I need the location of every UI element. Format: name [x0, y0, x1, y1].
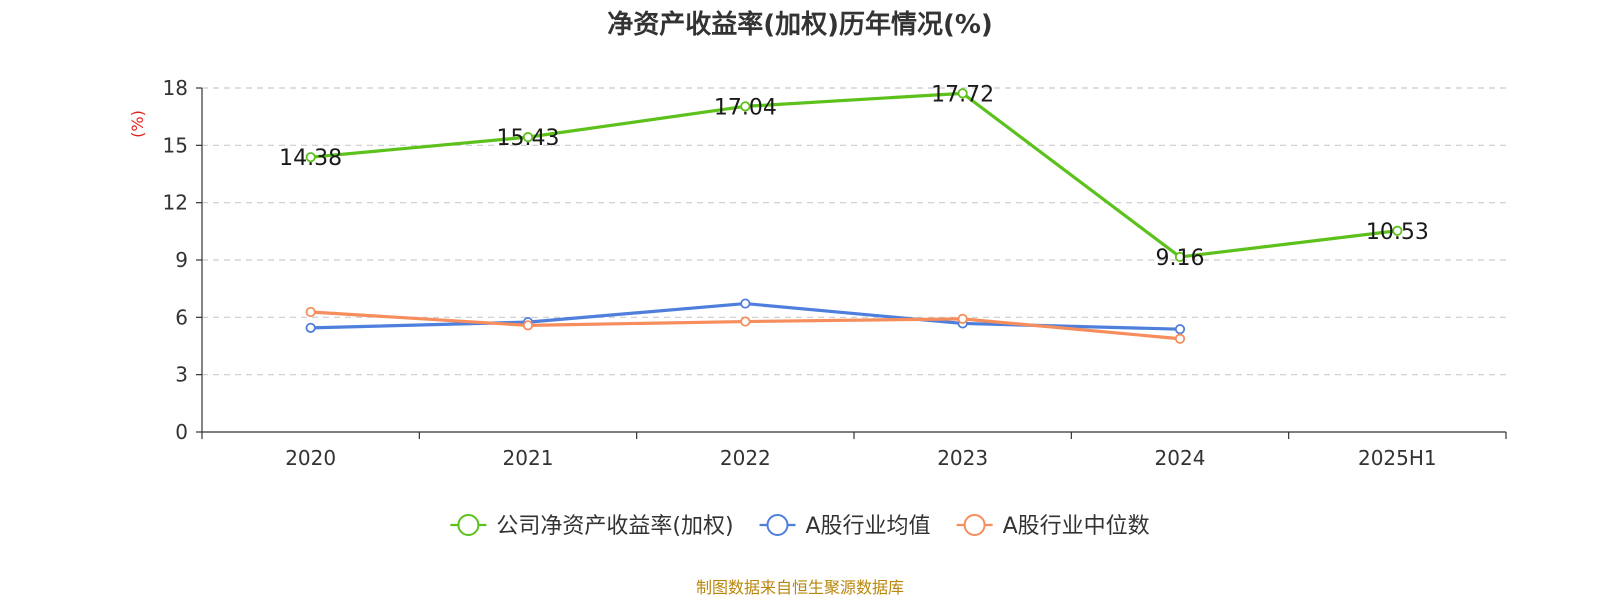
y-tick-label-6: 6 [175, 305, 188, 329]
y-axis-unit-label: (%) [128, 110, 147, 138]
series-lines [305, 88, 1403, 344]
legend-label-2: A股行业中位数 [1003, 514, 1150, 539]
y-tick-label-15: 15 [163, 133, 188, 157]
point-s1-2020 [305, 322, 316, 333]
point-s2-2022 [740, 316, 751, 327]
point-s0-2020 [305, 152, 316, 163]
data-source-note: 制图数据来自恒生聚源数据库 [696, 578, 904, 597]
x-tick-label-2020: 2020 [285, 446, 336, 470]
y-tick-label-0: 0 [175, 420, 188, 444]
data-label-2020: 14.38 [279, 146, 342, 171]
point-s0-2024 [1174, 251, 1186, 263]
data-label-2024: 9.16 [1156, 246, 1205, 271]
point-s2-2021 [522, 320, 534, 331]
y-tick-label-9: 9 [175, 248, 188, 272]
legend: 公司净资产收益率(加权) A股行业均值 A股行业中位数 [450, 514, 1150, 539]
point-s0-2022 [740, 101, 751, 112]
legend-label-1: A股行业均值 [806, 514, 931, 539]
y-tick-label-3: 3 [175, 363, 188, 387]
data-label-2021: 15.43 [497, 126, 560, 151]
legend-marker-0 [457, 514, 480, 536]
legend-marker-1 [766, 514, 789, 536]
axes: 0 3 6 9 12 15 18 2020 2021 2022 2023 2024 2025H1 [163, 76, 1507, 470]
data-label-2022: 17.04 [714, 95, 777, 120]
data-label-2023: 17.72 [931, 82, 994, 107]
point-s2-2020 [305, 306, 316, 318]
legend-label-0: 公司净资产收益率(加权) [496, 514, 733, 539]
legend-item-1: A股行业均值 [759, 514, 931, 539]
x-tick-label-2025H1: 2025H1 [1358, 446, 1437, 470]
legend-item-0: 公司净资产收益率(加权) [450, 514, 734, 539]
legend-item-2: A股行业中位数 [956, 514, 1150, 539]
x-tick-label-2023: 2023 [937, 446, 988, 470]
point-s2-2023 [957, 313, 968, 324]
legend-marker-2 [963, 514, 986, 536]
point-s0-2021 [522, 132, 534, 143]
data-label-2025H1: 10.53 [1366, 220, 1429, 245]
x-tick-label-2022: 2022 [720, 446, 771, 470]
series-line-0 [310, 91, 1398, 259]
y-tick-label-12: 12 [163, 191, 188, 215]
x-tick-label-2024: 2024 [1155, 446, 1206, 470]
point-s0-2023 [957, 88, 968, 99]
point-s1-2024 [1174, 324, 1186, 335]
point-s0-2025H1 [1392, 225, 1403, 236]
y-tick-label-18: 18 [163, 76, 188, 100]
point-s2-2024 [1174, 333, 1186, 344]
grid-lines [202, 87, 1506, 376]
data-labels: 14.38 15.43 17.04 17.72 9.16 10.53 [279, 82, 1429, 271]
point-s1-2022 [740, 298, 751, 309]
chart-title: 净资产收益率(加权)历年情况(%) [607, 9, 993, 40]
x-tick-label-2021: 2021 [503, 446, 554, 470]
